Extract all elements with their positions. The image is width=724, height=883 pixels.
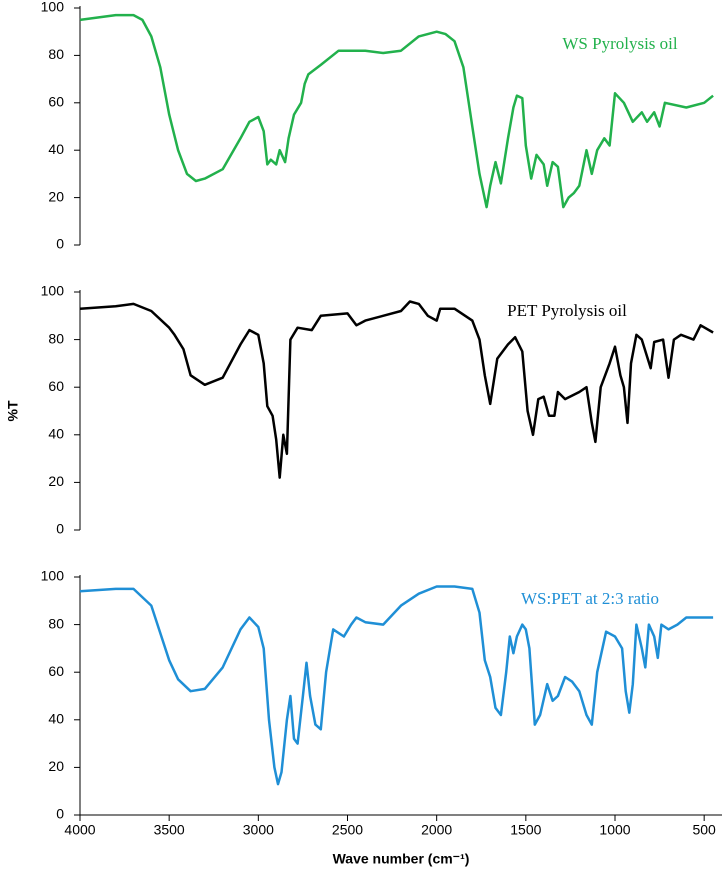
x-tick-label: 1000 <box>599 822 630 838</box>
y-tick-label: 0 <box>56 236 64 252</box>
spectrum-line <box>79 300 714 479</box>
y-tick-label: 0 <box>56 806 64 822</box>
x-tick-label: 3000 <box>243 822 274 838</box>
legend-label: WS:PET at 2:3 ratio <box>521 589 659 608</box>
x-tick-label: 1500 <box>510 822 541 838</box>
y-tick-label: 80 <box>48 46 64 62</box>
y-tick-label: 100 <box>41 283 65 299</box>
x-tick-label: 4000 <box>64 822 95 838</box>
y-tick-label: 80 <box>48 330 64 346</box>
y-tick-label: 100 <box>41 568 65 584</box>
y-tick-label: 0 <box>56 521 64 537</box>
legend-label: PET Pyrolysis oil <box>507 301 627 320</box>
legend-label: WS Pyrolysis oil <box>562 34 678 53</box>
y-tick-label: 40 <box>48 141 64 157</box>
y-tick-label: 60 <box>48 378 64 394</box>
y-tick-label: 20 <box>48 473 64 489</box>
y-tick-label: 40 <box>48 711 64 727</box>
y-axis-title: %T <box>5 400 21 421</box>
y-tick-label: 20 <box>48 758 64 774</box>
x-tick-label: 2500 <box>332 822 363 838</box>
spectrum-line <box>79 585 714 786</box>
y-tick-label: 80 <box>48 615 64 631</box>
x-tick-label: 2000 <box>421 822 452 838</box>
y-tick-label: 60 <box>48 94 64 110</box>
x-tick-label: 500 <box>692 822 716 838</box>
y-tick-label: 60 <box>48 663 64 679</box>
spectrum-line <box>79 13 714 209</box>
x-tick-label: 3500 <box>154 822 185 838</box>
x-axis-title: Wave number (cm⁻¹) <box>333 851 470 867</box>
y-tick-label: 20 <box>48 188 64 204</box>
y-tick-label: 100 <box>41 0 65 15</box>
y-tick-label: 40 <box>48 426 64 442</box>
